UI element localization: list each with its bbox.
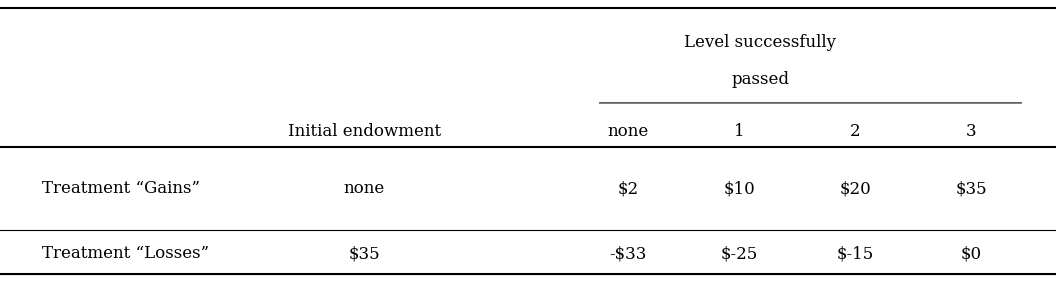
Text: $35: $35 xyxy=(348,245,380,262)
Text: 1: 1 xyxy=(734,123,744,140)
Text: $10: $10 xyxy=(723,180,755,197)
Text: $0: $0 xyxy=(961,245,982,262)
Text: -$33: -$33 xyxy=(609,245,647,262)
Text: none: none xyxy=(607,123,649,140)
Text: Treatment “Losses”: Treatment “Losses” xyxy=(42,245,209,262)
Text: $-25: $-25 xyxy=(720,245,758,262)
Text: Initial endowment: Initial endowment xyxy=(287,123,441,140)
Text: $35: $35 xyxy=(956,180,987,197)
Text: Level successfully: Level successfully xyxy=(684,34,836,51)
Text: none: none xyxy=(343,180,385,197)
Text: $20: $20 xyxy=(840,180,871,197)
Text: 2: 2 xyxy=(850,123,861,140)
Text: Treatment “Gains”: Treatment “Gains” xyxy=(42,180,201,197)
Text: 3: 3 xyxy=(966,123,977,140)
Text: $-15: $-15 xyxy=(836,245,874,262)
Text: $2: $2 xyxy=(618,180,639,197)
Text: passed: passed xyxy=(732,70,789,87)
